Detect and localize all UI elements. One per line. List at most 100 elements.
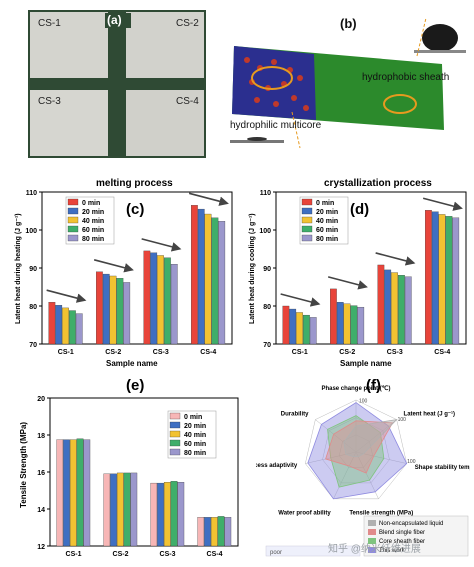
e-legend-swatch xyxy=(169,448,181,456)
radar-axis-line xyxy=(355,451,379,499)
panel-c: melting process (c) Sample name Latent h… xyxy=(6,174,238,370)
chart-c-ylabel: Latent heat during heating (J g⁻¹) xyxy=(15,213,22,324)
e-legend-swatch xyxy=(169,430,181,438)
tile-cs1 xyxy=(30,12,108,78)
e-bar xyxy=(110,473,117,547)
sheath-highlight-ring xyxy=(383,94,417,114)
e-bar xyxy=(76,438,84,547)
e-ytick-label: 20 xyxy=(37,396,45,403)
c-xtick-label: CS-4 xyxy=(200,349,216,356)
e-bar xyxy=(197,517,205,547)
d-bar xyxy=(303,314,310,345)
e-bar xyxy=(130,472,138,547)
e-legend-label: 40 min xyxy=(184,432,206,439)
radar-grid-ring xyxy=(338,434,374,468)
radar-axis-line xyxy=(315,419,357,453)
d-legend-label: 60 min xyxy=(316,227,338,234)
c-bar xyxy=(69,310,76,345)
c-legend-label: 40 min xyxy=(82,218,104,225)
c-bar xyxy=(116,278,124,345)
c-ytick-label: 90 xyxy=(29,266,37,273)
panel-e: (e) Tensile Strength (MPa) 12 14 16 18 20 CS-… xyxy=(14,376,244,562)
e-bar xyxy=(150,482,158,547)
panel-f-label: (f) xyxy=(366,377,381,394)
e-bar xyxy=(123,472,131,547)
d-legend-swatch xyxy=(301,216,313,224)
d-bar xyxy=(350,305,358,345)
d-trend-arrow xyxy=(327,276,368,290)
tile-cs3 xyxy=(30,90,108,156)
d-bar xyxy=(330,288,337,345)
c-legend-swatch xyxy=(67,216,79,224)
core-highlight-ring xyxy=(251,66,293,90)
label-hydrophobic-sheath: hydrophobic sheath xyxy=(362,72,449,83)
d-ytick-label: 100 xyxy=(259,228,271,235)
e-xtick-label: CS-4 xyxy=(207,551,223,558)
e-xtick-label: CS-3 xyxy=(160,551,176,558)
chart-e-ylabel: Tensile Strength (MPa) xyxy=(19,422,28,508)
panel-a: CS-1 CS-2 CS-3 CS-4 (a) xyxy=(28,10,206,158)
d-bar xyxy=(336,302,344,345)
tile-label-cs3: CS-3 xyxy=(38,96,61,107)
c-bar xyxy=(109,275,117,345)
chart-d: crystallization process (d) Sample name … xyxy=(249,178,467,368)
d-ytick-label: 80 xyxy=(263,304,271,311)
c-bar xyxy=(164,257,171,345)
d-bar xyxy=(343,303,351,345)
d-ytick-label: 110 xyxy=(260,190,271,197)
e-bar xyxy=(69,439,77,547)
e-bar xyxy=(210,517,218,547)
c-trend-arrow xyxy=(93,259,134,273)
e-bar xyxy=(157,482,164,547)
d-bar xyxy=(438,214,446,345)
c-legend-swatch xyxy=(67,234,79,242)
chart-d-xlabel: Sample name xyxy=(340,359,392,368)
spread-droplet-icon xyxy=(247,137,267,141)
panel-d-label: (d) xyxy=(350,201,369,218)
radar-axis-label: Tensile strength (MPa) xyxy=(349,510,413,516)
label-hydrophilic-multicore: hydrophilic multicore xyxy=(230,120,322,131)
d-legend-label: 80 min xyxy=(316,236,338,243)
scale-bar-poor: poor xyxy=(270,550,282,556)
chart-f: (f) poor Phase change point (℃) Latent he… xyxy=(244,377,474,557)
c-xtick-label: CS-1 xyxy=(58,349,74,356)
d-xtick-label: CS-3 xyxy=(387,349,403,356)
radar-series-shape xyxy=(343,418,398,458)
d-xtick-label: CS-1 xyxy=(292,349,308,356)
d-legend-label: 40 min xyxy=(316,218,338,225)
e-ytick-label: 18 xyxy=(37,433,45,440)
radar-axis-label: Shape stability temperature (℃) xyxy=(415,464,470,471)
e-legend-label: 0 min xyxy=(184,414,202,421)
d-legend-swatch xyxy=(301,207,313,215)
d-bar xyxy=(309,317,317,345)
radar-grid-ring xyxy=(305,399,407,500)
panel-e-label: (e) xyxy=(126,377,144,394)
e-ytick-label: 16 xyxy=(37,470,45,477)
c-bar xyxy=(102,273,110,345)
c-ytick-label: 80 xyxy=(29,304,37,311)
radar-tick-label: 100 xyxy=(398,417,407,423)
radar-tick-label: 100 xyxy=(359,399,368,405)
d-legend-swatch xyxy=(301,234,313,242)
radar-legend-swatch xyxy=(368,547,376,553)
e-bar xyxy=(217,516,225,547)
e-legend-swatch xyxy=(169,421,181,429)
d-bar xyxy=(391,272,398,345)
radar-legend-swatch xyxy=(368,538,376,544)
radar-axis-line xyxy=(355,419,397,453)
d-bar xyxy=(357,306,365,345)
c-bar xyxy=(75,313,83,345)
d-xtick-label: CS-2 xyxy=(339,349,355,356)
e-legend-swatch xyxy=(169,412,181,420)
c-legend-swatch xyxy=(67,225,79,233)
c-bar xyxy=(157,255,164,345)
e-xtick-label: CS-2 xyxy=(113,551,129,558)
tile-cs2 xyxy=(126,12,204,78)
c-legend-label: 20 min xyxy=(82,209,104,216)
radar-series-shape xyxy=(325,420,394,474)
radar-legend-box xyxy=(363,515,469,557)
panel-b-image: (b) hydrophobic sheath hydrophilic multi… xyxy=(230,16,466,149)
d-bar xyxy=(384,269,392,345)
fiber-core xyxy=(232,46,316,120)
c-bar xyxy=(62,307,69,345)
